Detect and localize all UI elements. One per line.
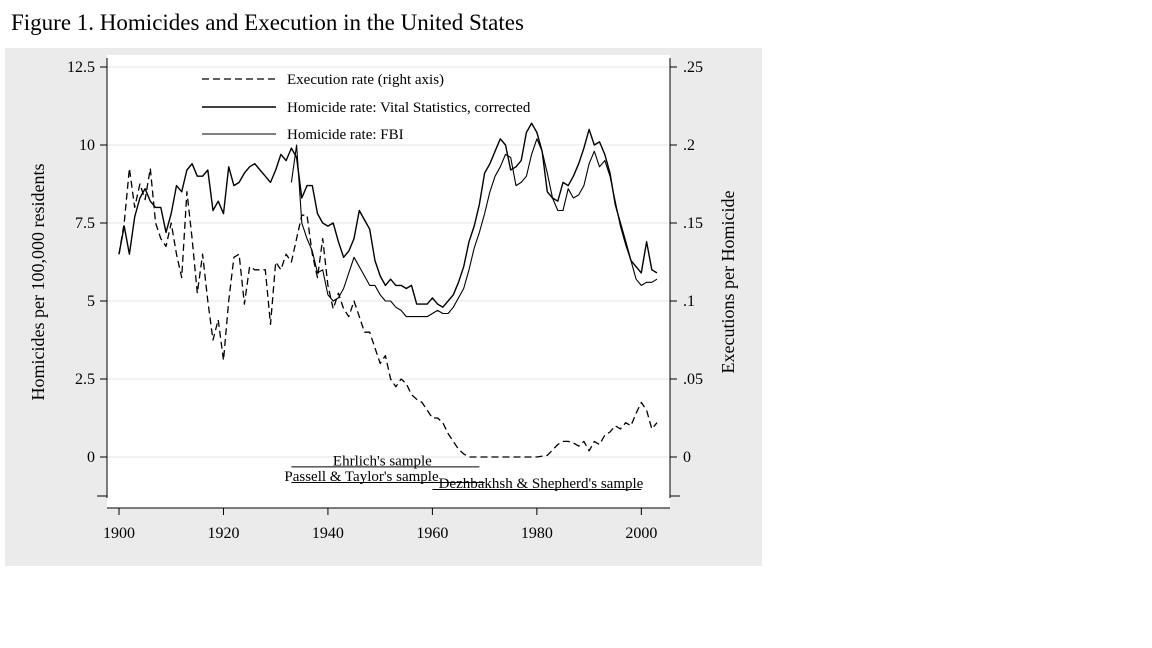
sample-label-2: Dezhbakhsh & Shepherd's sample <box>439 476 644 492</box>
series-line-1 <box>118 122 658 308</box>
y-tick-label-left: 7.5 <box>75 215 95 232</box>
x-tick-label: 2000 <box>625 525 657 542</box>
y-axis-label-left: Homicides per 100,000 residents <box>28 164 48 401</box>
legend-label-0: Execution rate (right axis) <box>287 72 444 88</box>
x-tick-label: 1980 <box>521 525 553 542</box>
x-tick-label: 1940 <box>312 525 344 542</box>
series-line-0 <box>118 167 658 458</box>
y-tick-label-right: .1 <box>683 293 695 310</box>
y-axis-label-right: Executions per Homicide <box>718 191 738 374</box>
series-line-2 <box>290 138 658 318</box>
axes: 0 2.5 5 7.5 10 12.5 0 .05 .1 .15 .2 .25 1900 1920 1940… <box>67 58 703 542</box>
y-tick-label-right: .25 <box>683 59 703 76</box>
y-tick-label-left: 5 <box>87 293 95 310</box>
legend-label-1: Homicide rate: Vital Statistics, correct… <box>287 100 531 116</box>
legend: Execution rate (right axis) Homicide rate… <box>202 72 531 143</box>
x-tick-label: 1960 <box>416 525 448 542</box>
y-tick-label-left: 12.5 <box>67 59 95 76</box>
y-tick-label-right: .2 <box>683 137 695 154</box>
sample-label-1: Passell & Taylor's sample <box>284 469 439 485</box>
y-tick-label-left: 2.5 <box>75 371 95 388</box>
y-tick-label-right: .05 <box>683 371 703 388</box>
sample-label-0: Ehrlich's sample <box>333 453 432 469</box>
figure-title: Figure 1. Homicides and Execution in the… <box>11 10 524 35</box>
x-tick-label: 1900 <box>103 525 135 542</box>
gridlines <box>107 66 670 458</box>
series-lines <box>118 122 658 458</box>
legend-label-2: Homicide rate: FBI <box>287 127 404 143</box>
y-tick-label-right: .15 <box>683 215 703 232</box>
y-tick-label-left: 0 <box>87 449 95 466</box>
x-tick-label: 1920 <box>207 525 239 542</box>
y-tick-label-right: 0 <box>683 449 691 466</box>
y-tick-label-left: 10 <box>79 137 95 154</box>
